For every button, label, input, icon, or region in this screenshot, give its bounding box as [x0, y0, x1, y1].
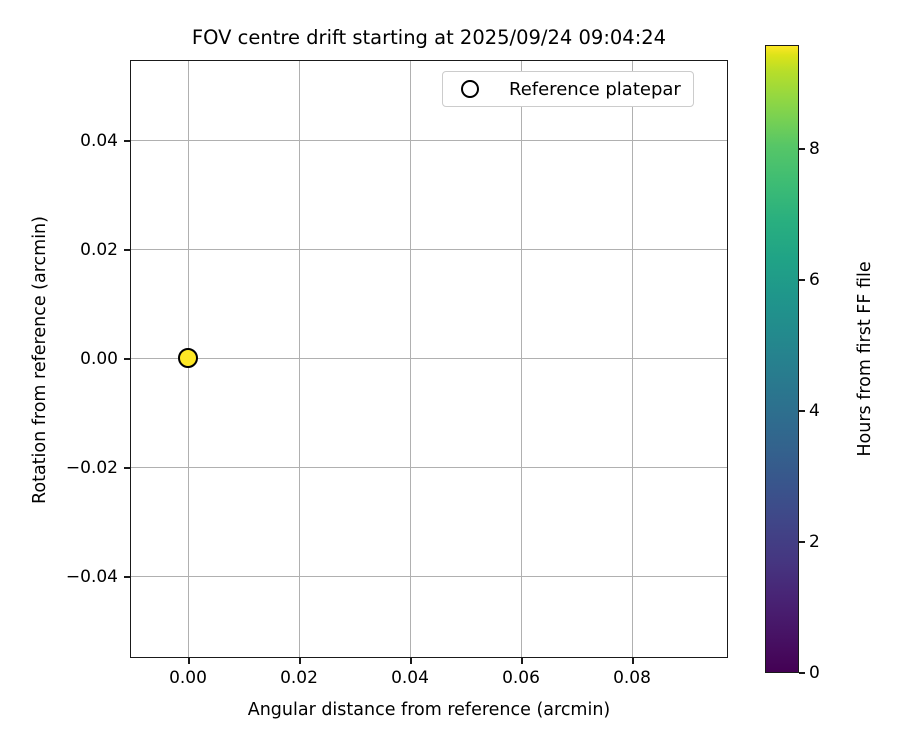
gridline-horizontal	[131, 467, 727, 469]
legend-label: Reference platepar	[509, 78, 681, 100]
data-point-reference-platepar[interactable]	[178, 348, 198, 368]
colorbar-tick-mark	[799, 279, 805, 281]
gridline-horizontal	[131, 358, 727, 360]
gridline-horizontal	[131, 249, 727, 251]
x-tick-label: 0.04	[391, 668, 429, 688]
legend[interactable]: Reference platepar	[442, 71, 694, 107]
colorbar-tick-label: 2	[809, 532, 820, 552]
x-tick-mark	[410, 658, 412, 664]
colorbar-tick-label: 8	[809, 139, 820, 159]
y-axis-label: Rotation from reference (arcmin)	[30, 216, 50, 504]
y-tick-label: −0.02	[65, 458, 118, 478]
x-axis-label: Angular distance from reference (arcmin)	[247, 700, 611, 720]
gridline-horizontal	[131, 140, 727, 142]
x-tick-mark	[521, 658, 523, 664]
colorbar-tick-label: 4	[809, 401, 820, 421]
colorbar-tick-mark	[799, 541, 805, 543]
x-tick-label: 0.02	[280, 668, 318, 688]
y-tick-label: 0.02	[80, 240, 118, 260]
y-tick-mark	[124, 576, 130, 578]
x-tick-mark	[188, 658, 190, 664]
colorbar-label: Hours from first FF file	[855, 261, 875, 457]
x-tick-label: 0.00	[169, 668, 207, 688]
colorbar-tick-mark	[799, 410, 805, 412]
page-title: FOV centre drift starting at 2025/09/24 …	[191, 26, 667, 49]
y-tick-mark	[124, 140, 130, 142]
colorbar-tick-label: 0	[809, 663, 820, 683]
plot-area[interactable]: Reference platepar	[130, 60, 728, 658]
y-tick-label: 0.04	[80, 131, 118, 151]
gridline-horizontal	[131, 576, 727, 578]
x-tick-label: 0.08	[613, 668, 651, 688]
colorbar-tick-mark	[799, 672, 805, 674]
colorbar-tick-mark	[799, 148, 805, 150]
y-tick-label: 0.00	[80, 349, 118, 369]
y-tick-mark	[124, 467, 130, 469]
x-tick-mark	[632, 658, 634, 664]
x-tick-mark	[299, 658, 301, 664]
y-tick-mark	[124, 249, 130, 251]
colorbar-tick-label: 6	[809, 270, 820, 290]
y-tick-label: −0.04	[65, 567, 118, 587]
legend-marker-circle-icon	[461, 80, 479, 98]
x-tick-label: 0.06	[502, 668, 540, 688]
y-tick-mark	[124, 358, 130, 360]
colorbar[interactable]	[765, 45, 799, 673]
